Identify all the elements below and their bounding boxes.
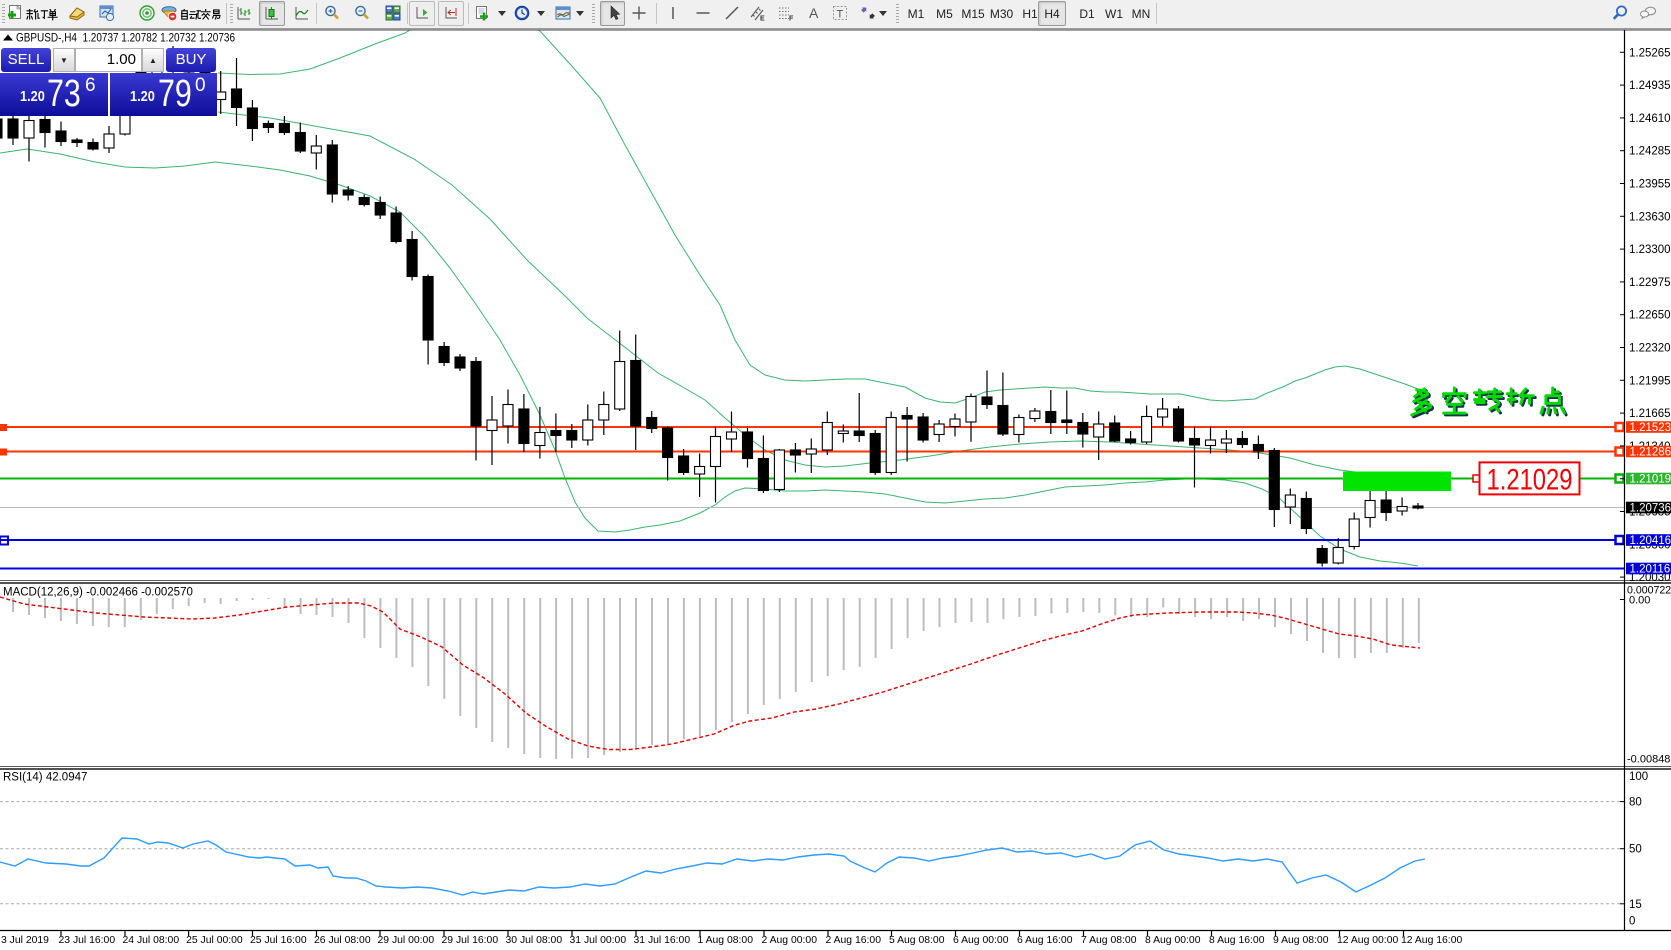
svg-text:5 Aug 08:00: 5 Aug 08:00 — [889, 935, 945, 946]
svg-text:7 Aug 08:00: 7 Aug 08:00 — [1081, 935, 1137, 946]
svg-text:6 Aug 00:00: 6 Aug 00:00 — [953, 935, 1009, 946]
svg-text:1.23630: 1.23630 — [1629, 211, 1671, 223]
svg-text:RSI(14) 42.0947: RSI(14) 42.0947 — [3, 772, 87, 784]
svg-text:26 Jul 08:00: 26 Jul 08:00 — [314, 935, 371, 946]
svg-text:24 Jul 08:00: 24 Jul 08:00 — [123, 935, 180, 946]
svg-text:1.25265: 1.25265 — [1629, 47, 1671, 59]
svg-text:MACD(12,26,9) -0.002466 -0.002: MACD(12,26,9) -0.002466 -0.002570 — [3, 587, 193, 599]
svg-text:1.20116: 1.20116 — [1630, 564, 1671, 576]
svg-text:1.22975: 1.22975 — [1629, 277, 1671, 289]
svg-text:50: 50 — [1629, 844, 1642, 856]
svg-text:80: 80 — [1629, 797, 1642, 809]
svg-text:1.20030: 1.20030 — [1629, 572, 1671, 584]
svg-text:0.000722: 0.000722 — [1627, 585, 1671, 597]
svg-text:23 Jul 16:00: 23 Jul 16:00 — [59, 935, 116, 946]
svg-text:25 Jul 16:00: 25 Jul 16:00 — [250, 935, 307, 946]
svg-text:1.20736: 1.20736 — [1630, 503, 1671, 515]
svg-text:1.22320: 1.22320 — [1629, 343, 1671, 355]
svg-text:31 Jul 00:00: 31 Jul 00:00 — [570, 935, 627, 946]
svg-text:12 Aug 16:00: 12 Aug 16:00 — [1401, 935, 1462, 946]
svg-text:1.24285: 1.24285 — [1629, 146, 1671, 158]
svg-text:29 Jul 16:00: 29 Jul 16:00 — [442, 935, 499, 946]
svg-text:2 Aug 00:00: 2 Aug 00:00 — [762, 935, 818, 946]
svg-text:31 Jul 16:00: 31 Jul 16:00 — [634, 935, 691, 946]
svg-text:GBPUSD-,H4 1.20737 1.20782 1.: GBPUSD-,H4 1.20737 1.20782 1.20732 1.207… — [16, 31, 235, 45]
svg-text:1.24610: 1.24610 — [1629, 113, 1671, 125]
svg-text:3 Jul 2019: 3 Jul 2019 — [1, 935, 49, 946]
svg-text:1.21523: 1.21523 — [1630, 422, 1671, 434]
svg-text:1.22650: 1.22650 — [1629, 310, 1671, 322]
svg-text:1.21019: 1.21019 — [1630, 474, 1671, 486]
svg-text:30 Jul 08:00: 30 Jul 08:00 — [506, 935, 563, 946]
svg-text:1.23955: 1.23955 — [1629, 179, 1671, 191]
svg-text:1.23300: 1.23300 — [1629, 244, 1671, 256]
svg-text:25 Jul 00:00: 25 Jul 00:00 — [186, 935, 243, 946]
svg-text:29 Jul 00:00: 29 Jul 00:00 — [378, 935, 435, 946]
svg-text:1.21665: 1.21665 — [1629, 408, 1671, 420]
svg-text:100: 100 — [1629, 771, 1648, 783]
svg-text:T: T — [837, 9, 844, 21]
svg-text:1.21286: 1.21286 — [1630, 447, 1671, 459]
svg-text:F: F — [789, 16, 794, 22]
svg-text:1.24935: 1.24935 — [1629, 80, 1671, 92]
svg-text:-0.00848: -0.00848 — [1627, 754, 1670, 766]
svg-text:12 Aug 00:00: 12 Aug 00:00 — [1337, 935, 1398, 946]
svg-text:1.21029: 1.21029 — [1487, 464, 1573, 497]
svg-text:1.20416: 1.20416 — [1630, 535, 1671, 547]
svg-text:1.21995: 1.21995 — [1629, 375, 1671, 387]
svg-text:2 Aug 16:00: 2 Aug 16:00 — [826, 935, 882, 946]
svg-text:15: 15 — [1629, 899, 1642, 911]
svg-text:E: E — [760, 16, 765, 22]
svg-text:8 Aug 16:00: 8 Aug 16:00 — [1209, 935, 1265, 946]
svg-text:6 Aug 16:00: 6 Aug 16:00 — [1017, 935, 1073, 946]
svg-text:0: 0 — [1629, 915, 1635, 927]
svg-text:8 Aug 00:00: 8 Aug 00:00 — [1145, 935, 1201, 946]
svg-text:A: A — [809, 5, 819, 21]
svg-text:9 Aug 08:00: 9 Aug 08:00 — [1273, 935, 1329, 946]
svg-text:0.00: 0.00 — [1629, 595, 1650, 607]
svg-text:1 Aug 08:00: 1 Aug 08:00 — [698, 935, 754, 946]
